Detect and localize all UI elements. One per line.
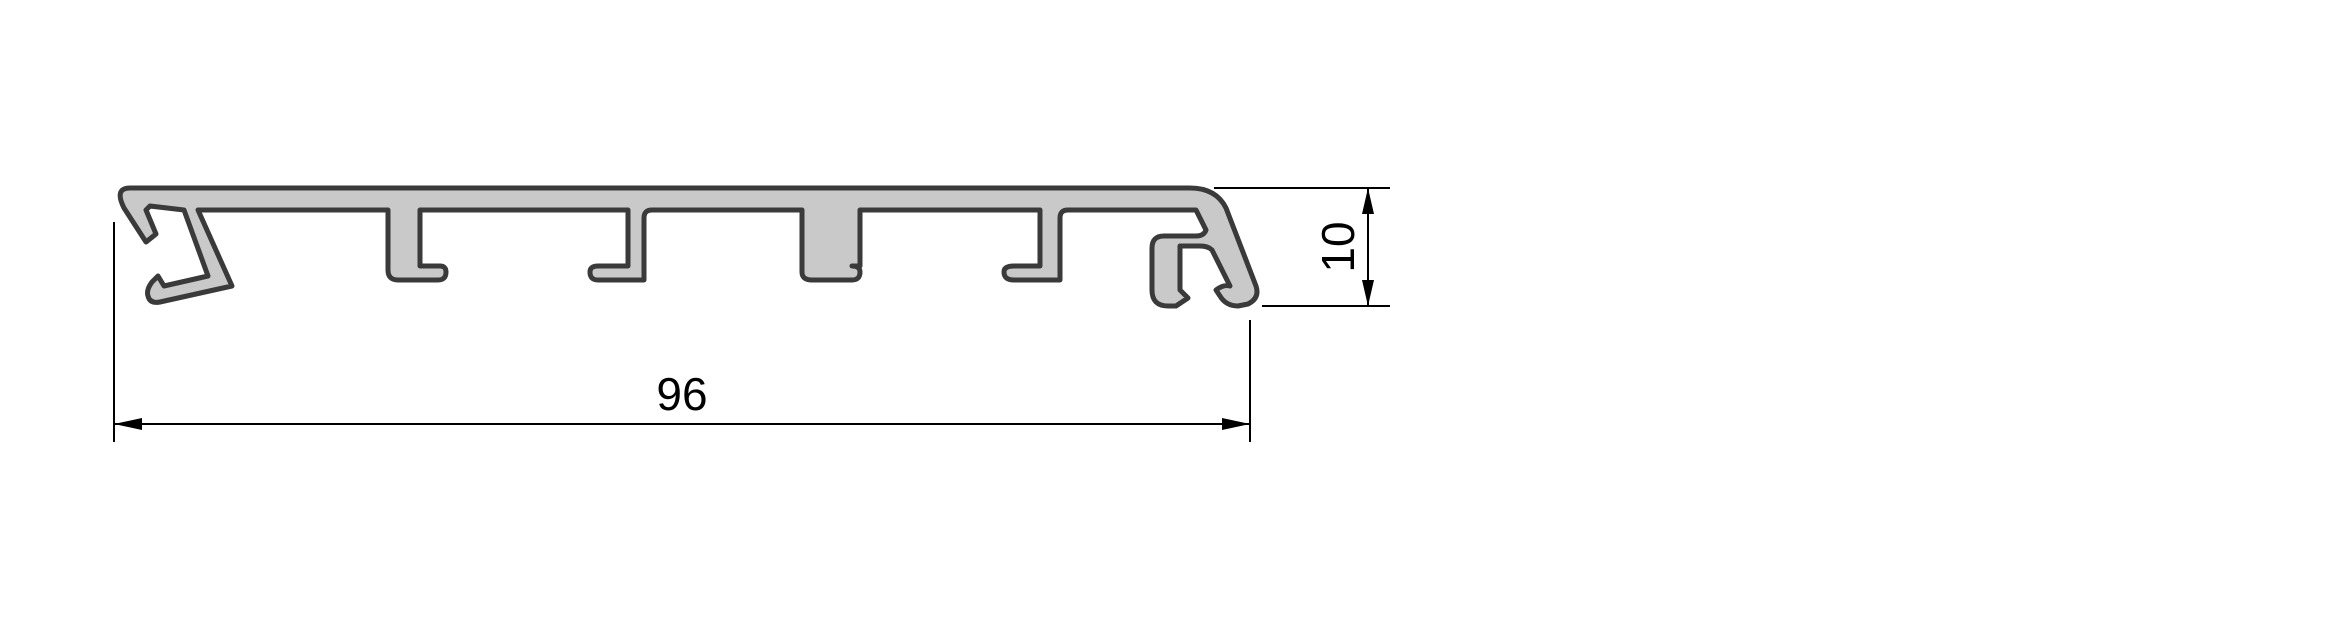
- width-arrow-right: [1222, 418, 1250, 430]
- height-arrow-bottom: [1362, 280, 1374, 306]
- width-arrow-left: [114, 418, 142, 430]
- width-dimension-label: 96: [656, 368, 707, 420]
- height-dimension-label: 10: [1312, 221, 1364, 272]
- aluminium-profile-section: [117, 185, 1260, 309]
- height-arrow-top: [1362, 188, 1374, 214]
